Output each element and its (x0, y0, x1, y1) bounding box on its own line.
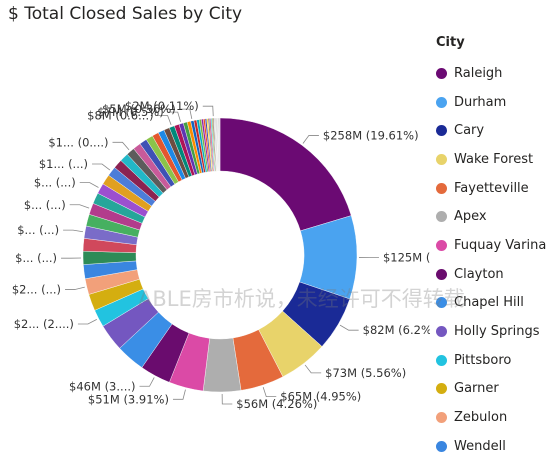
legend-item[interactable]: Raleigh (436, 59, 546, 88)
legend-item-label: Cary (454, 123, 484, 138)
legend-marker-icon (436, 383, 447, 394)
data-label: $2... (2....) (14, 317, 74, 331)
data-label: $... (...) (34, 176, 76, 190)
leader-line (222, 394, 232, 404)
legend-item[interactable]: Pittsboro (436, 346, 546, 375)
legend-marker-icon (436, 154, 447, 165)
legend-item-label: Garner (454, 381, 499, 396)
leader-line (65, 287, 85, 289)
leader-line (63, 230, 83, 232)
legend-item[interactable]: Wendell (436, 432, 546, 461)
leader-line (70, 205, 89, 208)
legend: City Raleigh Durham Cary Wake Forest Fayette… (436, 35, 546, 461)
data-label: $1... (0....) (48, 135, 108, 149)
data-label: $51M (3.91%) (88, 392, 169, 406)
donut-chart: $258M (19.61%) $125M (9.48%) $82M (6.2%) $7… (0, 0, 430, 460)
legend-item-label: Apex (454, 209, 487, 224)
legend-item[interactable]: Holly Springs (436, 317, 546, 346)
legend-item-label: Clayton (454, 267, 504, 282)
watermark: ABLE房市析说，未经许可不得转载 (138, 283, 465, 313)
legend-item-label: Fuquay Varina (454, 238, 546, 253)
legend-title: City (436, 35, 546, 50)
data-label: $2M (0.11%) (125, 99, 199, 113)
data-label: $46M (3....) (69, 379, 135, 393)
data-label: $73M (5.56%) (325, 366, 406, 380)
legend-marker-icon (436, 183, 447, 194)
donut-slice[interactable] (219, 118, 220, 171)
legend-marker-icon (436, 125, 447, 136)
leader-line (305, 365, 321, 373)
legend-marker-icon (436, 97, 447, 108)
data-label: $... (...) (17, 223, 59, 237)
data-label: $2... (...) (12, 282, 61, 296)
legend-item[interactable]: Garner (436, 375, 546, 404)
legend-marker-icon (436, 412, 447, 423)
legend-marker-icon (436, 68, 447, 79)
legend-item[interactable]: Zebulon (436, 403, 546, 432)
legend-marker-icon (436, 240, 447, 251)
leader-line (140, 377, 155, 386)
data-label: $125M (9.48%) (383, 251, 430, 265)
leader-line (78, 319, 97, 324)
legend-item-label: Wendell (454, 439, 506, 454)
legend-item[interactable]: Apex (436, 202, 546, 231)
data-label: $... (...) (15, 251, 57, 265)
leader-line (92, 164, 110, 170)
legend-item[interactable]: Cary (436, 116, 546, 145)
legend-marker-icon (436, 269, 447, 280)
data-label: $258M (19.61%) (323, 128, 419, 142)
leader-line (173, 390, 185, 400)
legend-marker-icon (436, 211, 447, 222)
data-label: $... (...) (24, 198, 66, 212)
legend-item[interactable]: Wake Forest (436, 145, 546, 174)
legend-marker-icon (436, 355, 447, 366)
legend-marker-icon (436, 326, 447, 337)
legend-item[interactable]: Fuquay Varina (436, 231, 546, 260)
leader-line (303, 135, 319, 143)
legend-items: Raleigh Durham Cary Wake Forest Fayetteville… (436, 59, 546, 461)
legend-item-label: Pittsboro (454, 353, 511, 368)
data-label: $82M (6.2%) (363, 323, 430, 337)
data-label: $56M (4.26%) (236, 397, 317, 411)
legend-item-label: Durham (454, 95, 506, 110)
leader-line (263, 387, 276, 397)
leader-line (340, 325, 359, 330)
legend-item-label: Fayetteville (454, 181, 529, 196)
legend-item[interactable]: Durham (436, 88, 546, 117)
legend-item-label: Holly Springs (454, 324, 540, 339)
data-label: $1... (...) (39, 157, 88, 171)
legend-item-label: Zebulon (454, 410, 507, 425)
leader-line (113, 142, 130, 150)
donut-slices (83, 118, 357, 392)
leader-line (80, 183, 99, 188)
leader-line (203, 106, 213, 116)
legend-item-label: Wake Forest (454, 152, 533, 167)
legend-item[interactable]: Fayetteville (436, 174, 546, 203)
legend-item-label: Raleigh (454, 66, 502, 81)
legend-marker-icon (436, 441, 447, 452)
